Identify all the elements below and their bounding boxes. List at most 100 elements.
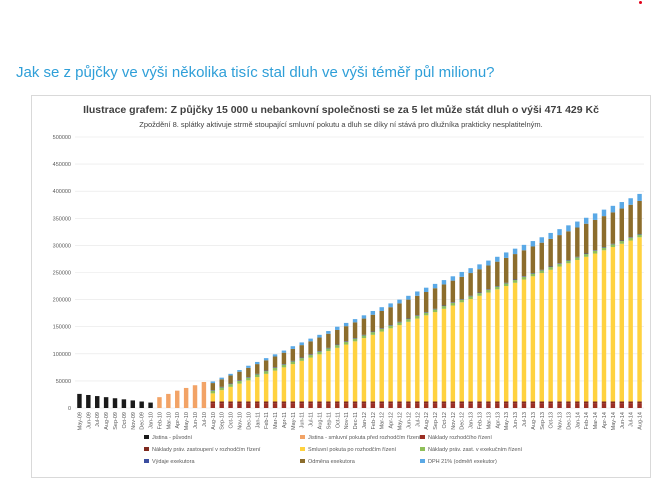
bar-segment bbox=[477, 269, 482, 293]
x-tick-label: Oct-10 bbox=[229, 412, 235, 429]
bar-segment bbox=[308, 341, 313, 355]
bar-segment bbox=[219, 379, 224, 387]
bar-segment bbox=[228, 383, 233, 385]
bar-segment bbox=[379, 310, 384, 329]
bar-segment bbox=[450, 305, 456, 402]
bar-segment bbox=[459, 401, 464, 404]
x-tick-label: Dec-10 bbox=[246, 412, 252, 430]
bar-segment bbox=[370, 334, 376, 402]
bar-segment bbox=[210, 390, 216, 394]
bar-segment bbox=[432, 309, 438, 313]
bar-segment bbox=[246, 377, 251, 381]
bar-segment bbox=[539, 269, 544, 271]
x-tick-label: Jul-09 bbox=[95, 412, 101, 427]
bar-segment bbox=[637, 401, 642, 404]
bar-segment bbox=[423, 287, 429, 293]
bar-segment bbox=[503, 283, 509, 287]
x-tick-label: Apr-14 bbox=[602, 412, 608, 429]
bar-segment bbox=[272, 354, 278, 357]
bar-segment bbox=[388, 401, 393, 404]
bar-segment bbox=[575, 227, 580, 257]
bar-segment bbox=[610, 247, 616, 402]
x-tick-label: Sep-11 bbox=[326, 412, 332, 429]
bar-segment bbox=[246, 380, 251, 402]
bar-segment bbox=[317, 401, 322, 404]
legend-entry: Smluvní pokuta po rozhodčím řízení bbox=[308, 447, 397, 453]
bar-segment bbox=[423, 312, 429, 313]
bar-segment bbox=[610, 212, 616, 244]
x-tick-label: Sep-09 bbox=[113, 412, 119, 430]
bar-segment bbox=[619, 401, 624, 404]
legend-entry: Odměna exekutora bbox=[308, 459, 356, 465]
bar-segment bbox=[290, 401, 296, 404]
x-tick-label: Mar-13 bbox=[486, 412, 492, 429]
bar-segment bbox=[210, 381, 216, 384]
bar-segment bbox=[326, 333, 331, 348]
bar-segment bbox=[130, 400, 136, 408]
bar-segment bbox=[486, 289, 491, 293]
bar-segment bbox=[281, 352, 287, 365]
legend-entry: Jistina - smluvní pokuta před rozhodčím … bbox=[308, 435, 425, 441]
bar-segment bbox=[183, 387, 189, 408]
bar-segment bbox=[201, 381, 207, 408]
bar-segment bbox=[477, 292, 482, 294]
bar-segment bbox=[370, 310, 376, 315]
x-tick-label: Nov-10 bbox=[237, 412, 243, 430]
bar-segment bbox=[379, 403, 384, 408]
bar-segment bbox=[379, 331, 384, 402]
x-tick-label: Apr-11 bbox=[282, 412, 288, 428]
bar-segment bbox=[326, 403, 331, 408]
bar-segment bbox=[308, 354, 313, 358]
bar-segment bbox=[317, 354, 322, 402]
bar-segment bbox=[557, 403, 562, 408]
x-tick-label: Apr-12 bbox=[389, 412, 395, 429]
bar-segment bbox=[415, 315, 420, 319]
x-tick-label: Dec-12 bbox=[460, 412, 466, 430]
bar-segment bbox=[281, 403, 287, 408]
bar-segment bbox=[192, 385, 198, 408]
bar-segment bbox=[539, 237, 544, 243]
bar-segment bbox=[388, 325, 393, 329]
x-tick-label: May-13 bbox=[504, 412, 510, 430]
bar-segment bbox=[299, 403, 304, 408]
bar-segment bbox=[557, 235, 562, 264]
page-heading: Jak se z půjčky ve výši několika tisíc s… bbox=[16, 64, 495, 81]
bar-segment bbox=[246, 403, 251, 408]
bar-segment bbox=[352, 322, 358, 339]
bar-segment bbox=[388, 328, 393, 402]
bar-segment bbox=[619, 208, 624, 241]
bar-segment bbox=[370, 332, 376, 335]
bar-segment bbox=[77, 393, 82, 408]
bar-segment bbox=[450, 276, 456, 281]
y-tick-label: 350000 bbox=[53, 216, 71, 222]
bar-segment bbox=[495, 289, 500, 402]
x-tick-label: Feb-11 bbox=[264, 412, 270, 429]
bar-segment bbox=[272, 367, 278, 371]
bar-segment bbox=[566, 225, 571, 232]
bar-segment bbox=[210, 390, 216, 391]
bar-segment bbox=[112, 398, 118, 408]
bar-segment bbox=[335, 326, 340, 330]
legend-entry: DPH 21% (odměň exekutor) bbox=[428, 459, 497, 465]
bar-segment bbox=[299, 357, 304, 359]
bar-segment bbox=[530, 246, 536, 274]
bar-segment bbox=[423, 403, 429, 408]
bar-segment bbox=[548, 232, 553, 239]
x-tick-label: Mar-10 bbox=[166, 412, 172, 429]
bar-segment bbox=[628, 240, 633, 402]
bar-segment bbox=[121, 399, 127, 408]
bar-segment bbox=[246, 365, 251, 368]
bar-segment bbox=[423, 315, 429, 402]
bar-segment bbox=[459, 302, 464, 402]
x-tick-label: May-11 bbox=[291, 412, 297, 430]
bar-segment bbox=[512, 248, 518, 255]
bar-segment bbox=[335, 347, 340, 402]
bar-segment bbox=[477, 295, 482, 402]
bar-segment bbox=[290, 403, 296, 408]
bar-segment bbox=[361, 401, 367, 404]
y-tick-label: 0 bbox=[68, 406, 71, 412]
bar-segment bbox=[575, 256, 580, 258]
x-tick-label: Jul-11 bbox=[309, 412, 315, 427]
bar-segment bbox=[521, 250, 527, 277]
bar-segment bbox=[441, 401, 447, 404]
